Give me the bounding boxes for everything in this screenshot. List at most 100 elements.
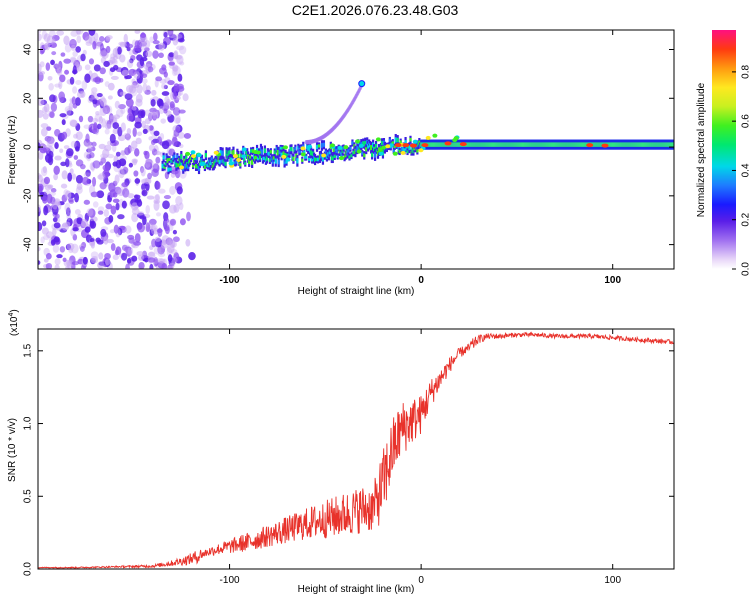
trace-core: [281, 146, 284, 150]
trace-core: [175, 162, 178, 168]
noise-blob: [157, 227, 163, 237]
spectrogram-xlabel: Height of straight line (km): [298, 286, 415, 297]
trace-core: [280, 152, 283, 158]
noise-blob: [109, 114, 115, 120]
noise-blob: [84, 226, 91, 233]
noise-blob: [153, 227, 159, 235]
noise-blob: [109, 59, 118, 64]
noise-blob: [144, 89, 151, 95]
trace-core: [167, 167, 170, 172]
noise-blob: [104, 144, 112, 152]
trace-hotspot: [381, 145, 387, 150]
noise-blob: [59, 246, 66, 253]
trace-hotspot: [241, 147, 247, 152]
noise-blob: [103, 60, 110, 67]
noise-blob: [50, 239, 56, 246]
sideband-peak: [358, 80, 366, 88]
noise-blob: [142, 216, 147, 226]
colorbar: 0.0 0.2 0.4 0.6 0.8 Normalized spectral ampl…: [696, 30, 750, 276]
noise-blob: [66, 148, 74, 157]
noise-blob: [153, 130, 160, 137]
trace-hotspot: [392, 151, 398, 156]
trace-core: [219, 150, 222, 156]
noise-blob: [125, 263, 130, 269]
noise-blob: [53, 165, 60, 175]
noise-blob: [59, 113, 67, 118]
trace-hotspot: [412, 139, 418, 144]
trace-core: [331, 156, 334, 161]
trace-core: [252, 149, 255, 153]
noise-blob: [44, 184, 52, 191]
noise-blob: [147, 172, 153, 180]
noise-blob: [62, 257, 67, 263]
trace-core: [228, 150, 231, 156]
noise-blob: [106, 238, 114, 244]
noise-blob: [89, 220, 97, 229]
noise-blob: [104, 128, 110, 135]
trace-core: [255, 147, 259, 154]
noise-blob: [168, 61, 175, 66]
noise-blob: [50, 59, 55, 66]
colorbar-tick-label: 0.8: [741, 64, 750, 78]
noise-blob: [75, 174, 84, 184]
trace-hotspot: [375, 137, 381, 142]
noise-blob: [38, 63, 42, 73]
noise-blob: [112, 198, 120, 204]
noise-blob: [149, 218, 157, 226]
trace-core: [399, 140, 402, 144]
noise-blob: [179, 218, 186, 226]
noise-blob: [112, 122, 120, 130]
trace-core: [272, 156, 275, 160]
noise-blob: [69, 168, 74, 175]
noise-blob: [161, 140, 170, 150]
noise-blob: [61, 131, 68, 140]
trace-core: [180, 154, 183, 160]
trace-hotspot: [418, 148, 424, 153]
noise-blob: [177, 73, 183, 82]
noise-blob: [89, 238, 95, 243]
noise-blob: [127, 247, 134, 256]
noise-blob: [60, 161, 67, 167]
noise-blob: [155, 156, 161, 164]
snr-xtick-label: 0: [418, 575, 424, 586]
noise-blob: [135, 98, 143, 107]
noise-blob: [54, 213, 60, 219]
noise-blob: [167, 264, 173, 269]
noise-blob: [173, 114, 181, 125]
noise-blob: [136, 199, 143, 207]
noise-blob: [45, 262, 53, 269]
noise-blob: [118, 103, 126, 110]
spectrogram-ytick-label: 20: [23, 92, 34, 104]
trace-core: [322, 142, 326, 147]
noise-blob: [119, 41, 127, 48]
noise-blob: [43, 234, 50, 241]
snr-ytick-label: 0.5: [23, 489, 34, 503]
trace-core: [268, 158, 271, 162]
noise-blob: [40, 123, 49, 129]
trace-core: [316, 157, 320, 162]
noise-blob: [75, 80, 82, 85]
trace-core: [168, 158, 171, 162]
noise-blob: [166, 98, 171, 105]
trace-hotspot: [452, 138, 458, 143]
noise-blob: [161, 91, 170, 96]
noise-blob: [99, 67, 106, 75]
noise-blob: [43, 33, 51, 42]
noise-blob: [100, 228, 107, 237]
noise-blob: [65, 207, 71, 217]
noise-blob: [153, 162, 158, 169]
snr-ytick-label: 0.0: [23, 562, 34, 576]
trace-hotspot: [200, 161, 206, 166]
trace-core: [303, 150, 306, 154]
noise-blob: [98, 252, 104, 260]
noise-blob: [55, 64, 61, 70]
trace-core: [352, 150, 355, 155]
noise-blob: [110, 75, 119, 80]
noise-blob: [43, 190, 51, 195]
noise-blob: [74, 208, 81, 215]
snr-ylabel: SNR (10 * v/v): [7, 418, 18, 482]
trace-core: [363, 153, 366, 158]
noise-blob: [158, 52, 164, 59]
noise-blob: [144, 257, 149, 263]
noise-blob: [44, 135, 52, 142]
